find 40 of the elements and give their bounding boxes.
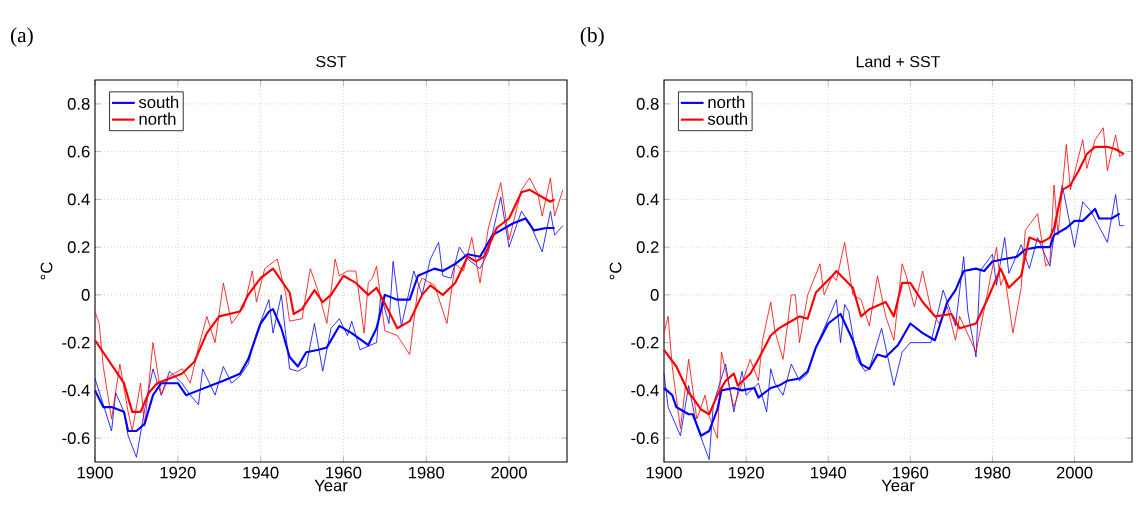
y-tick-label: 0 [81, 288, 90, 301]
text: (b) [580, 27, 604, 47]
x-tick-label: 1980 [975, 466, 1011, 479]
x-tick-label: 1960 [326, 466, 362, 479]
text: (a) [10, 27, 33, 47]
y-tick-label: -0.2 [62, 336, 90, 349]
y-tick-label: 0.8 [636, 97, 659, 110]
y-tick-label: 0 [650, 288, 659, 301]
x-tick-label: 1980 [408, 466, 445, 479]
x-tick-label: 1920 [160, 466, 196, 479]
legend-label: south [707, 112, 748, 125]
x-tick-label: 2000 [491, 466, 527, 479]
x-axis-title: Year [881, 479, 915, 492]
y-tick-label: 0.8 [67, 97, 90, 110]
chart-title: SST [316, 55, 347, 68]
legend-label: south [138, 95, 179, 109]
y-tick-label: 0.2 [67, 241, 90, 254]
y-tick-label: -0.4 [62, 384, 90, 397]
x-tick-label: 1960 [893, 466, 929, 479]
y-tick-label: 0.4 [636, 193, 659, 206]
x-tick-label: 1940 [243, 466, 279, 479]
y-tick-label: 0.4 [67, 193, 90, 206]
legend-label: north [139, 112, 176, 125]
y-tick-label: 0.6 [636, 145, 659, 158]
y-axis-title: °C [609, 262, 622, 280]
x-tick-label: 1900 [77, 466, 113, 479]
x-tick-label: 1900 [646, 466, 682, 479]
x-axis-title: Year [314, 479, 348, 492]
y-axis-title: °C [40, 262, 53, 280]
x-tick-label: 2000 [1056, 466, 1093, 479]
y-tick-label: 0.6 [67, 145, 90, 158]
y-tick-label: 0.2 [636, 241, 659, 254]
y-tick-label: -0.2 [631, 336, 659, 349]
y-tick-label: -0.6 [631, 432, 659, 445]
chart-title: Land + SST [856, 55, 941, 68]
y-tick-label: -0.4 [631, 384, 659, 397]
y-tick-label: -0.6 [62, 432, 90, 445]
x-tick-label: 1920 [728, 466, 764, 479]
x-tick-label: 1940 [810, 466, 847, 479]
legend-label: north [708, 95, 745, 109]
